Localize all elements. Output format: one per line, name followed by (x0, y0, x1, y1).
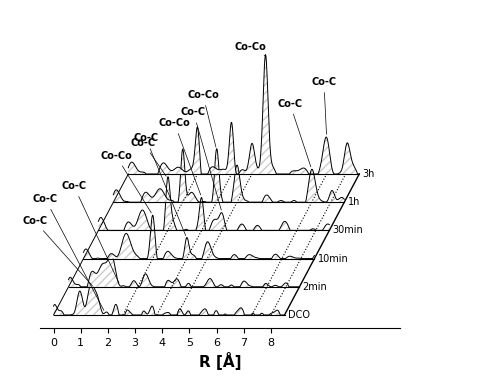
Text: 10min: 10min (318, 254, 348, 264)
Polygon shape (54, 284, 284, 315)
Text: Co-C: Co-C (181, 107, 222, 210)
X-axis label: R [Å]: R [Å] (198, 352, 241, 370)
Text: Co-C: Co-C (312, 77, 336, 134)
Text: 1h: 1h (348, 197, 360, 207)
Polygon shape (68, 255, 300, 287)
Text: 30min: 30min (332, 225, 364, 235)
Text: Co-Co: Co-Co (100, 151, 152, 213)
Text: 3h: 3h (362, 169, 375, 179)
Text: DCO: DCO (288, 310, 310, 320)
Text: Co-Co: Co-Co (234, 42, 266, 56)
Text: Co-C: Co-C (22, 216, 92, 286)
Text: Co-C: Co-C (278, 99, 311, 167)
Text: Co-Co: Co-Co (187, 90, 219, 147)
Text: Co-C: Co-C (130, 138, 166, 176)
Text: Co-Co: Co-Co (158, 118, 200, 195)
Text: Co-C: Co-C (134, 133, 186, 236)
Polygon shape (98, 177, 330, 230)
Text: Co-C: Co-C (33, 194, 104, 310)
Polygon shape (128, 55, 359, 174)
Polygon shape (114, 149, 344, 202)
Text: Co-C: Co-C (62, 181, 119, 283)
Text: 2min: 2min (302, 282, 328, 292)
Polygon shape (84, 215, 314, 259)
